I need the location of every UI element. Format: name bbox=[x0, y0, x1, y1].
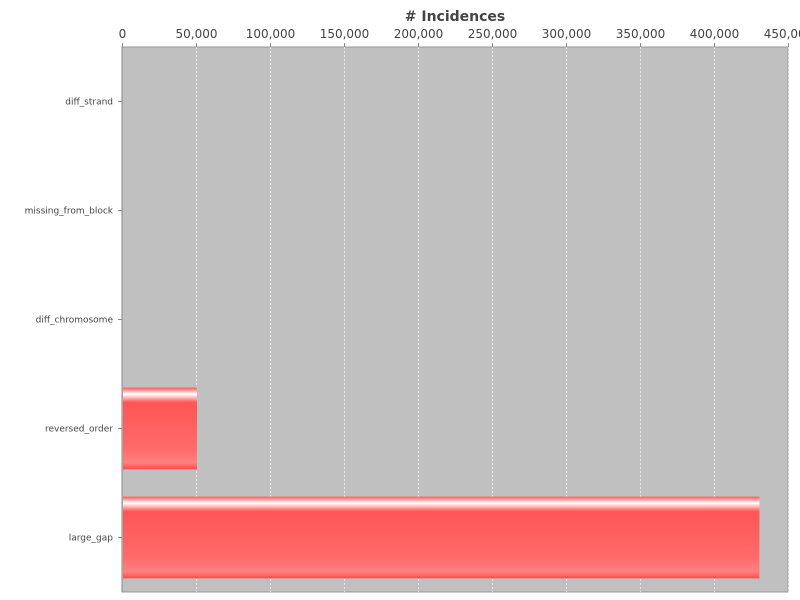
y-axis-labels: diff_strand missing_from_block diff_chromo… bbox=[25, 98, 122, 544]
bar-large-gap bbox=[123, 496, 760, 579]
x-tick-label: 150,000 bbox=[320, 27, 370, 41]
y-tick-label: missing_from_block bbox=[25, 207, 114, 217]
x-tick-label: 350,000 bbox=[616, 27, 666, 41]
x-tick-label: 50,000 bbox=[176, 27, 218, 41]
y-tick-label: diff_strand bbox=[65, 98, 113, 108]
x-tick-label: 0 bbox=[119, 27, 127, 41]
x-tick-label: 250,000 bbox=[468, 27, 518, 41]
bars bbox=[123, 387, 760, 579]
y-tick-label: reversed_order bbox=[45, 425, 113, 435]
x-tick-label: 100,000 bbox=[246, 27, 296, 41]
x-tick-label: 400,000 bbox=[690, 27, 740, 41]
chart-title: # Incidences bbox=[405, 9, 506, 25]
y-tick-label: large_gap bbox=[69, 534, 114, 544]
grid-lines bbox=[196, 47, 789, 592]
y-tick-label: diff_chromosome bbox=[36, 316, 114, 326]
bar-reversed-order bbox=[123, 387, 197, 470]
x-tick-label: 200,000 bbox=[394, 27, 444, 41]
x-axis-ticks: 0 50,000 100,000 150,000 200,000 250,000 300,0… bbox=[119, 27, 800, 47]
x-tick-label: 450,000 bbox=[764, 27, 800, 41]
x-tick-label: 300,000 bbox=[542, 27, 592, 41]
